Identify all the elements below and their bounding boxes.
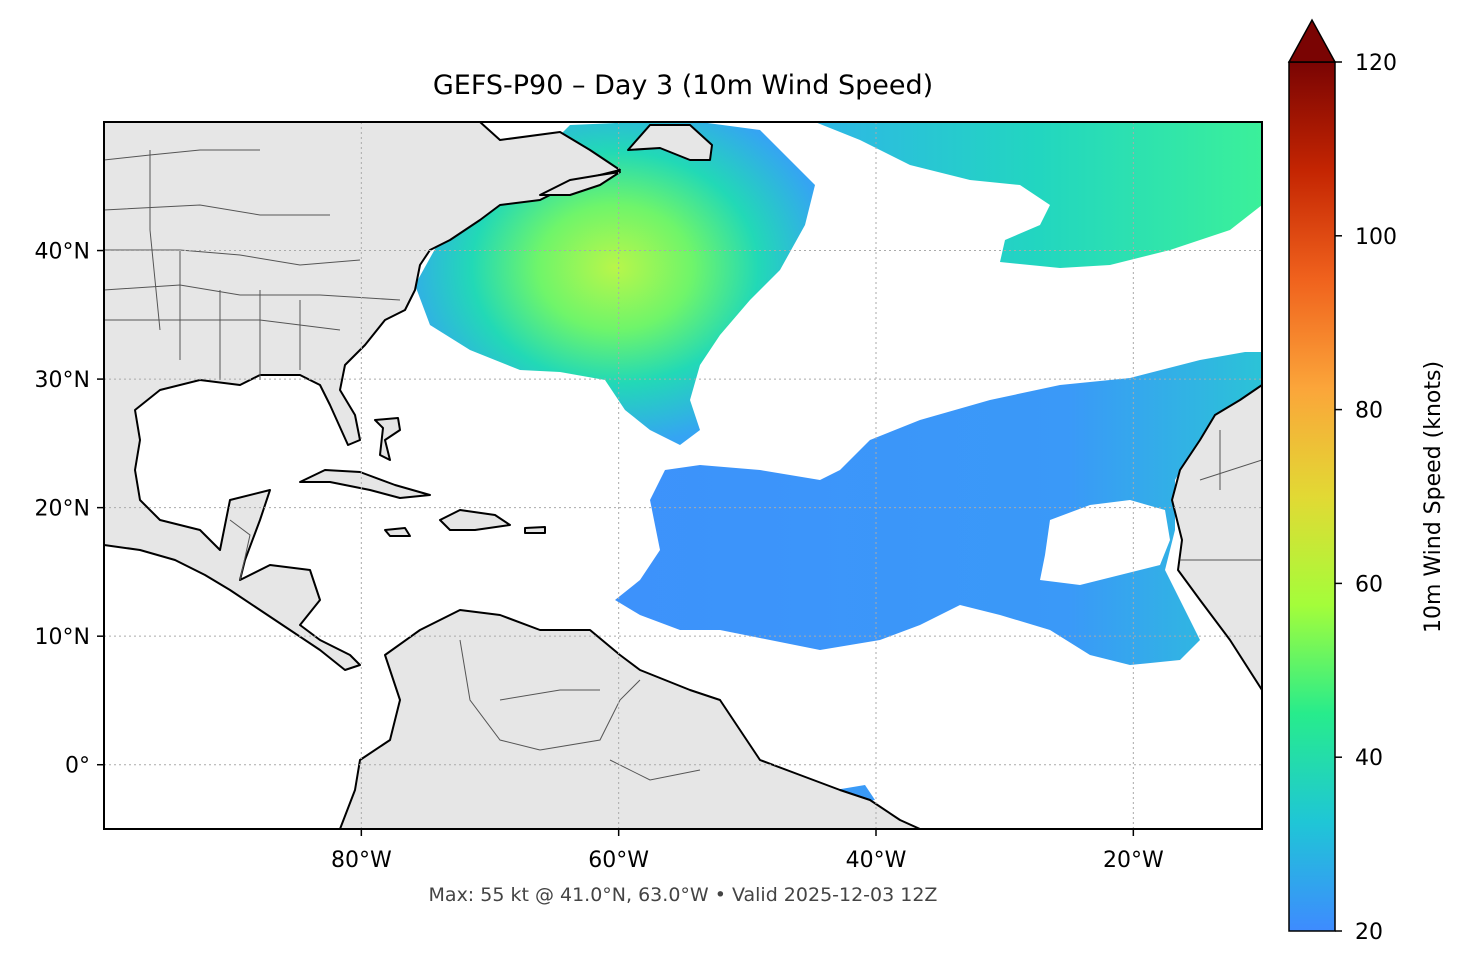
colorbar-tick-label: 60	[1355, 572, 1383, 597]
lat-tick-label: 40°N	[35, 240, 90, 265]
political-borders	[104, 149, 1262, 781]
colorbar-tick-label: 40	[1355, 746, 1383, 771]
land-cuba	[299, 469, 431, 499]
land-newfoundland	[627, 124, 713, 161]
lon-tick-label: 60°W	[588, 848, 649, 873]
colorbar-ticks: 20 40 60 80 100 120	[1335, 51, 1397, 945]
lat-tick-label: 0°	[65, 754, 90, 779]
land-puerto-rico	[524, 526, 546, 534]
lon-tick-label: 20°W	[1103, 848, 1164, 873]
lon-tick-label: 40°W	[846, 848, 907, 873]
land-hispaniola	[439, 509, 511, 531]
calm-gap-west-africa	[1040, 500, 1170, 585]
map-title: GEFS-P90 – Day 3 (10m Wind Speed)	[432, 70, 934, 101]
land-jamaica	[384, 527, 411, 537]
colorbar-tick-label: 100	[1355, 225, 1397, 250]
lat-tick-label: 20°N	[35, 497, 90, 522]
axis-ticks: 80°W 60°W 40°W 20°W 0° 10°N 20°N 30°N 40°N	[35, 240, 1164, 873]
land-africa	[1171, 384, 1262, 691]
lon-tick-label: 80°W	[331, 848, 392, 873]
land-nova-scotia	[539, 171, 621, 196]
lat-tick-label: 10°N	[35, 625, 90, 650]
land-south-america	[339, 609, 921, 829]
colorbar-tick-label: 80	[1355, 399, 1383, 424]
gridlines	[104, 122, 1262, 829]
colorbar-body	[1288, 61, 1336, 932]
land	[104, 122, 1262, 829]
land-north-america	[104, 122, 621, 671]
land-bahamas	[374, 417, 401, 461]
wind-region-ne-atlantic	[815, 122, 1262, 268]
lat-tick-label: 30°N	[35, 368, 90, 393]
colorbar-label: 10m Wind Speed (knots)	[1421, 361, 1446, 633]
map-footer: Max: 55 kt @ 41.0°N, 63.0°W • Valid 2025…	[428, 884, 938, 906]
colorbar-extend-arrow	[1287, 18, 1337, 63]
wind-region-trade-belt	[615, 352, 1262, 665]
colorbar-tick-label: 120	[1355, 51, 1397, 76]
colorbar-tick-label: 20	[1355, 920, 1383, 945]
map-frame	[103, 121, 1263, 830]
